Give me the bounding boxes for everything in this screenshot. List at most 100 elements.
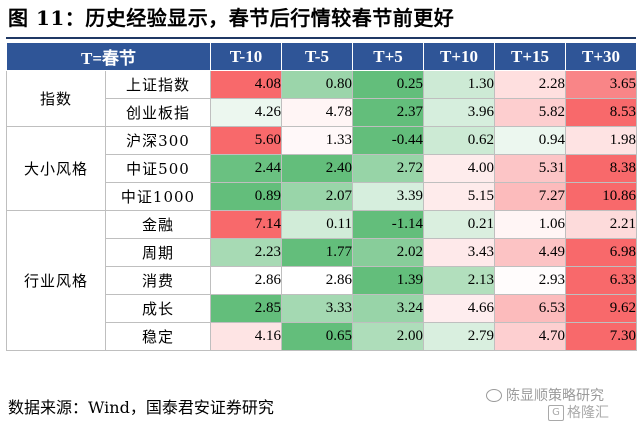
table-row: 大小风格 沪深300 5.60 1.33 -0.44 0.62 0.94 1.98: [6, 126, 637, 211]
table-row: 中证1000 0.89 2.07 3.39 5.15 7.27 10.86: [7, 182, 637, 211]
value-cell: 3.96: [423, 98, 495, 127]
value-cell: 4.66: [423, 294, 495, 323]
value-cell: 2.02: [352, 238, 424, 267]
value-cell: 1.98: [565, 126, 637, 155]
value-cell: 0.94: [494, 126, 566, 155]
row-label: 创业板指: [105, 98, 211, 127]
table-body: 指数 上证指数 4.08 0.80 0.25 1.30 2.28 3.65 创业板指 4.26 4.…: [6, 70, 637, 351]
value-cell: 0.80: [281, 70, 353, 99]
value-cell: 5.31: [494, 154, 566, 183]
value-cell: 1.77: [281, 238, 353, 267]
watermark-gelonghui: G 格隆汇: [548, 402, 609, 424]
value-cell: 0.89: [210, 182, 282, 211]
value-cell: 2.72: [352, 154, 424, 183]
value-cell: 4.00: [423, 154, 495, 183]
value-cell: 10.86: [565, 182, 637, 211]
group-label: 大小风格: [6, 126, 106, 211]
heatmap-table: T=春节 T-10 T-5 T+5 T+10 T+15 T+30 指数 上证指数 4…: [6, 42, 637, 351]
value-cell: 4.70: [494, 322, 566, 351]
value-cell: 3.43: [423, 238, 495, 267]
table-row: 指数 上证指数 4.08 0.80 0.25 1.30 2.28 3.65: [6, 70, 637, 127]
value-cell: 4.26: [210, 98, 282, 127]
col-header: T+30: [565, 42, 637, 71]
value-cell: 3.24: [352, 294, 424, 323]
corner-header: T=春节: [6, 42, 211, 71]
row-label: 上证指数: [105, 70, 211, 99]
col-header: T+10: [423, 42, 495, 71]
value-cell: 2.86: [210, 266, 282, 295]
table-row: 创业板指 4.26 4.78 2.37 3.96 5.82 8.53: [7, 98, 637, 127]
value-cell: 2.00: [352, 322, 424, 351]
value-cell: -1.14: [352, 210, 424, 239]
value-cell: 8.53: [565, 98, 637, 127]
row-label: 稳定: [105, 322, 211, 351]
row-label: 中证1000: [105, 182, 211, 211]
value-cell: 2.93: [494, 266, 566, 295]
watermark-text-2: 格隆汇: [567, 405, 609, 421]
value-cell: 7.27: [494, 182, 566, 211]
row-label: 周期: [105, 238, 211, 267]
value-cell: 2.40: [281, 154, 353, 183]
row-label: 金融: [105, 210, 211, 239]
table-row: 中证500 2.44 2.40 2.72 4.00 5.31 8.38: [7, 154, 637, 183]
value-cell: 6.53: [494, 294, 566, 323]
value-cell: 2.07: [281, 182, 353, 211]
row-label: 消费: [105, 266, 211, 295]
value-cell: 7.30: [565, 322, 637, 351]
value-cell: 7.14: [210, 210, 282, 239]
group-label: 指数: [6, 70, 106, 127]
value-cell: 2.85: [210, 294, 282, 323]
value-cell: 3.33: [281, 294, 353, 323]
value-cell: 2.13: [423, 266, 495, 295]
value-cell: 2.37: [352, 98, 424, 127]
value-cell: 0.62: [423, 126, 495, 155]
value-cell: 4.49: [494, 238, 566, 267]
value-cell: 2.44: [210, 154, 282, 183]
group-label: 行业风格: [6, 210, 106, 351]
value-cell: 5.60: [210, 126, 282, 155]
value-cell: 8.38: [565, 154, 637, 183]
value-cell: 2.23: [210, 238, 282, 267]
value-cell: 1.06: [494, 210, 566, 239]
value-cell: 1.39: [352, 266, 424, 295]
value-cell: 5.15: [423, 182, 495, 211]
value-cell: 0.25: [352, 70, 424, 99]
value-cell: 4.16: [210, 322, 282, 351]
value-cell: -0.44: [352, 126, 424, 155]
table-row: 消费 2.86 2.86 1.39 2.13 2.93 6.33: [7, 266, 637, 295]
value-cell: 9.62: [565, 294, 637, 323]
value-cell: 2.79: [423, 322, 495, 351]
watermark-text: 陈显顺策略研究: [506, 388, 604, 404]
row-label: 沪深300: [105, 126, 211, 155]
table-row: 行业风格 金融 7.14 0.11 -1.14 0.21 1.06 2.21: [6, 210, 637, 351]
col-header: T-5: [281, 42, 353, 71]
row-label: 成长: [105, 294, 211, 323]
gelonghui-logo-icon: G: [548, 405, 564, 421]
header-row: T=春节 T-10 T-5 T+5 T+10 T+15 T+30: [6, 42, 637, 71]
value-cell: 2.86: [281, 266, 353, 295]
col-header: T+5: [352, 42, 424, 71]
value-cell: 0.11: [281, 210, 353, 239]
value-cell: 5.82: [494, 98, 566, 127]
col-header: T+15: [494, 42, 566, 71]
value-cell: 3.39: [352, 182, 424, 211]
watermark-wechat: 陈显顺策略研究: [486, 384, 604, 408]
value-cell: 4.78: [281, 98, 353, 127]
value-cell: 0.65: [281, 322, 353, 351]
wechat-icon: [486, 388, 502, 402]
value-cell: 6.33: [565, 266, 637, 295]
value-cell: 2.28: [494, 70, 566, 99]
table-row: 成长 2.85 3.33 3.24 4.66 6.53 9.62: [7, 294, 637, 323]
row-label: 中证500: [105, 154, 211, 183]
value-cell: 2.21: [565, 210, 637, 239]
value-cell: 3.65: [565, 70, 637, 99]
value-cell: 1.33: [281, 126, 353, 155]
source-note: 数据来源：Wind，国泰君安证券研究: [8, 398, 274, 417]
title-divider: [6, 37, 636, 39]
value-cell: 1.30: [423, 70, 495, 99]
value-cell: 0.21: [423, 210, 495, 239]
value-cell: 4.08: [210, 70, 282, 99]
table-row: 周期 2.23 1.77 2.02 3.43 4.49 6.98: [7, 238, 637, 267]
table-row: 稳定 4.16 0.65 2.00 2.79 4.70 7.30: [7, 322, 637, 351]
col-header: T-10: [210, 42, 282, 71]
